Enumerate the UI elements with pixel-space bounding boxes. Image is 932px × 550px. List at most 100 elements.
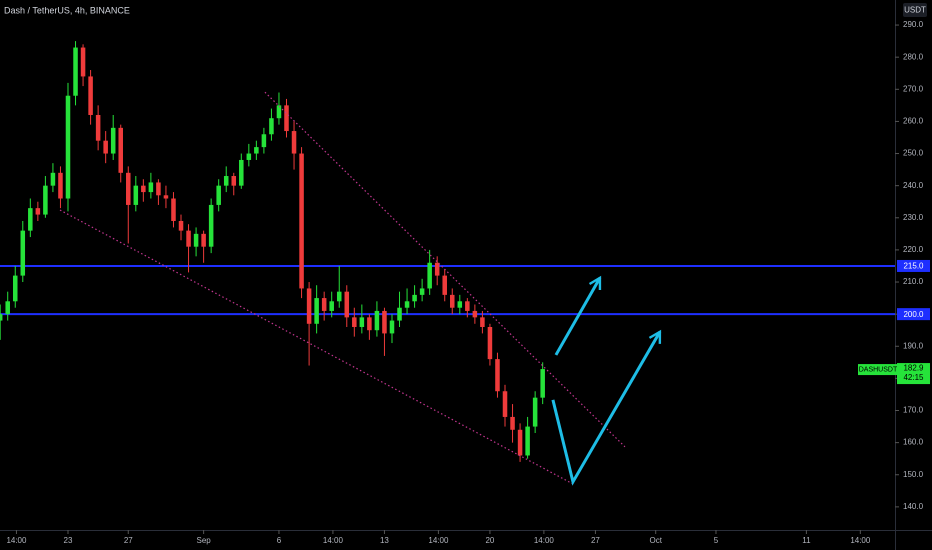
candle-body bbox=[5, 301, 10, 315]
candle-body bbox=[80, 47, 86, 77]
horizontal-line-label: 215.0 bbox=[903, 262, 924, 271]
candle-body bbox=[276, 105, 282, 119]
arrow bbox=[554, 275, 602, 356]
candle-body bbox=[58, 172, 63, 199]
currency-label: USDT bbox=[904, 6, 926, 15]
y-tick-label: 230.0 bbox=[903, 213, 924, 222]
candle-body bbox=[231, 176, 237, 186]
candle-body bbox=[532, 397, 538, 427]
y-tick-label: 190.0 bbox=[903, 341, 924, 350]
candle-body bbox=[465, 301, 470, 311]
candle-body bbox=[261, 134, 267, 148]
candle-body bbox=[434, 262, 440, 276]
candle-body bbox=[291, 131, 297, 154]
candle-body bbox=[126, 172, 131, 205]
y-tick-label: 290.0 bbox=[903, 20, 924, 29]
candle-body bbox=[201, 233, 206, 247]
y-tick-label: 240.0 bbox=[903, 181, 924, 190]
x-tick-label: 14:00 bbox=[6, 536, 27, 545]
candle-body bbox=[442, 275, 447, 295]
currency-box bbox=[903, 3, 927, 17]
candle-body bbox=[472, 310, 478, 318]
trend-line bbox=[59, 209, 576, 486]
x-tick-label: 13 bbox=[380, 536, 389, 545]
candle-body bbox=[284, 105, 289, 132]
candle-body bbox=[171, 198, 176, 221]
candle-body bbox=[367, 317, 372, 331]
candle-body bbox=[156, 182, 161, 196]
candle-body bbox=[359, 317, 365, 327]
y-tick-label: 280.0 bbox=[903, 52, 924, 61]
candle-body bbox=[141, 185, 146, 193]
candle-body bbox=[193, 233, 199, 247]
candle-body bbox=[269, 118, 274, 135]
arrow bbox=[551, 329, 662, 486]
x-tick-label: 5 bbox=[714, 536, 719, 545]
candle-body bbox=[88, 76, 93, 115]
candle-body bbox=[239, 159, 244, 186]
candle-body bbox=[321, 298, 327, 311]
candle-body bbox=[427, 262, 432, 289]
y-tick-label: 140.0 bbox=[903, 502, 924, 511]
x-tick-label: Oct bbox=[649, 536, 662, 545]
candle-body bbox=[208, 204, 214, 247]
candle-body bbox=[397, 307, 402, 321]
candle-body bbox=[329, 301, 334, 311]
x-tick-label: 6 bbox=[277, 536, 282, 545]
candle-body bbox=[65, 95, 71, 199]
candle-body bbox=[118, 127, 123, 173]
x-tick-label: 20 bbox=[485, 536, 494, 545]
candle-body bbox=[148, 182, 154, 193]
y-tick-label: 150.0 bbox=[903, 470, 924, 479]
candle-body bbox=[73, 47, 78, 96]
y-tick-label: 160.0 bbox=[903, 438, 924, 447]
candle-body bbox=[352, 317, 357, 327]
candle-body bbox=[50, 172, 56, 186]
candle-body bbox=[163, 195, 169, 199]
candle-body bbox=[246, 153, 252, 160]
x-tick-label: 14:00 bbox=[428, 536, 449, 545]
x-tick-label: 14:00 bbox=[323, 536, 344, 545]
last-price-label: 182.9 bbox=[903, 364, 924, 373]
horizontal-line-label: 200.0 bbox=[903, 310, 924, 319]
candle-body bbox=[540, 369, 545, 398]
x-tick-label: 14:00 bbox=[850, 536, 871, 545]
horizontal-line-label-box bbox=[897, 308, 930, 321]
candle-body bbox=[412, 294, 417, 302]
candle-body bbox=[382, 310, 387, 334]
x-tick-label: 27 bbox=[591, 536, 600, 545]
candle-body bbox=[95, 114, 101, 141]
chart-title: Dash / TetherUS, 4h, BINANCE bbox=[4, 5, 130, 15]
candle-body bbox=[103, 140, 108, 154]
trend-line bbox=[264, 91, 626, 448]
horizontal-line-label-box bbox=[897, 259, 930, 272]
candle-body bbox=[216, 185, 221, 205]
candle-body bbox=[525, 426, 530, 456]
candle-body bbox=[110, 127, 116, 154]
candle-body bbox=[480, 317, 485, 327]
last-price-box bbox=[897, 363, 930, 385]
candle-body bbox=[186, 230, 191, 247]
x-tick-label: Sep bbox=[197, 536, 212, 545]
y-tick-label: 270.0 bbox=[903, 84, 924, 93]
x-tick-label: 27 bbox=[124, 536, 133, 545]
candle-body bbox=[517, 429, 523, 456]
symbol-label: DASHUSDT bbox=[859, 366, 898, 373]
candle-body bbox=[299, 153, 304, 289]
x-tick-label: 11 bbox=[802, 536, 811, 545]
candle-body bbox=[20, 230, 26, 276]
candle-body bbox=[450, 294, 455, 308]
candle-body bbox=[306, 288, 312, 324]
candle-body bbox=[28, 208, 33, 231]
y-tick-label: 210.0 bbox=[903, 277, 924, 286]
candle-body bbox=[419, 288, 425, 295]
candle-body bbox=[389, 320, 395, 334]
candle-body bbox=[336, 291, 342, 302]
candle-body bbox=[404, 301, 410, 308]
candle-body bbox=[35, 208, 41, 215]
symbol-box bbox=[858, 364, 898, 376]
y-tick-label: 220.0 bbox=[903, 245, 924, 254]
x-tick-label: 14:00 bbox=[534, 536, 555, 545]
y-tick-label: 260.0 bbox=[903, 117, 924, 126]
